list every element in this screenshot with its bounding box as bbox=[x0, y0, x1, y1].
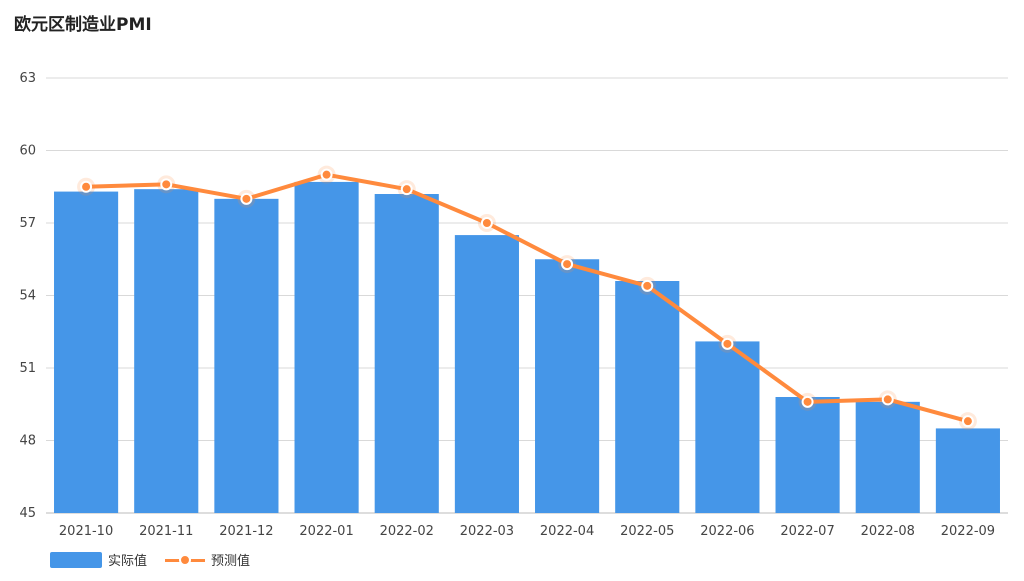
forecast-point[interactable] bbox=[641, 279, 654, 292]
x-tick-label: 2021-10 bbox=[59, 524, 113, 539]
forecast-point[interactable] bbox=[881, 393, 894, 406]
x-tick-label: 2022-03 bbox=[460, 524, 514, 539]
forecast-point[interactable] bbox=[400, 183, 413, 196]
y-axis-ticks: 45 48 51 54 57 60 63 bbox=[19, 71, 36, 521]
forecast-point[interactable] bbox=[480, 217, 493, 229]
bar-actual[interactable] bbox=[54, 191, 119, 514]
bar-actual[interactable] bbox=[855, 401, 920, 513]
forecast-point[interactable] bbox=[561, 258, 574, 271]
y-tick-label: 48 bbox=[19, 434, 36, 449]
y-tick-label: 57 bbox=[19, 216, 36, 231]
x-tick-label: 2022-01 bbox=[299, 524, 353, 539]
legend-line-swatch bbox=[165, 552, 206, 568]
legend-item-forecast[interactable]: 预测值 bbox=[165, 550, 250, 569]
x-tick-label: 2022-08 bbox=[861, 524, 915, 539]
bars bbox=[54, 181, 1000, 514]
bar-actual[interactable] bbox=[454, 235, 519, 514]
y-tick-label: 54 bbox=[19, 289, 36, 304]
chart-title: 欧元区制造业PMI bbox=[14, 15, 152, 35]
bar-actual[interactable] bbox=[214, 198, 279, 514]
legend-item-actual[interactable]: 实际值 bbox=[50, 550, 147, 569]
legend-label-actual: 实际值 bbox=[108, 554, 148, 569]
bar-actual[interactable] bbox=[775, 397, 840, 513]
forecast-point[interactable] bbox=[721, 337, 734, 350]
y-tick-label: 63 bbox=[19, 71, 36, 86]
pmi-chart: 45 48 51 54 57 60 63 2021-10 2021-11 2021-12 2022… bbox=[19, 71, 1008, 539]
x-tick-label: 2022-06 bbox=[700, 524, 754, 539]
forecast-point[interactable] bbox=[160, 178, 173, 191]
x-tick-label: 2022-05 bbox=[620, 524, 674, 539]
grid-lines bbox=[46, 77, 1008, 514]
x-tick-label: 2022-09 bbox=[941, 524, 995, 539]
y-tick-label: 51 bbox=[19, 361, 36, 376]
x-tick-label: 2022-07 bbox=[780, 524, 834, 539]
x-tick-label: 2021-12 bbox=[219, 524, 273, 539]
x-axis-ticks: 2021-10 2021-11 2021-12 2022-01 2022-02 2022-… bbox=[59, 524, 995, 539]
bar-actual[interactable] bbox=[695, 341, 760, 513]
bar-actual[interactable] bbox=[134, 189, 199, 513]
legend-bar-swatch bbox=[50, 551, 102, 568]
x-tick-label: 2021-11 bbox=[139, 524, 193, 539]
bar-actual[interactable] bbox=[294, 181, 359, 513]
x-tick-label: 2022-04 bbox=[540, 524, 594, 539]
forecast-point[interactable] bbox=[320, 168, 333, 181]
y-tick-label: 45 bbox=[19, 506, 36, 521]
bar-actual[interactable] bbox=[935, 428, 1000, 513]
forecast-line bbox=[77, 165, 977, 431]
forecast-point[interactable] bbox=[961, 415, 974, 428]
forecast-point[interactable] bbox=[801, 395, 814, 408]
y-tick-label: 60 bbox=[19, 144, 36, 159]
bar-actual[interactable] bbox=[374, 194, 439, 513]
forecast-series-line bbox=[84, 172, 970, 424]
x-tick-label: 2022-02 bbox=[380, 524, 434, 539]
forecast-point[interactable] bbox=[80, 180, 93, 193]
bar-actual[interactable] bbox=[615, 281, 680, 513]
legend-label-forecast: 预测值 bbox=[211, 554, 251, 569]
legend: 实际值 预测值 bbox=[50, 550, 268, 569]
forecast-point[interactable] bbox=[240, 192, 253, 205]
bar-actual[interactable] bbox=[535, 259, 600, 513]
